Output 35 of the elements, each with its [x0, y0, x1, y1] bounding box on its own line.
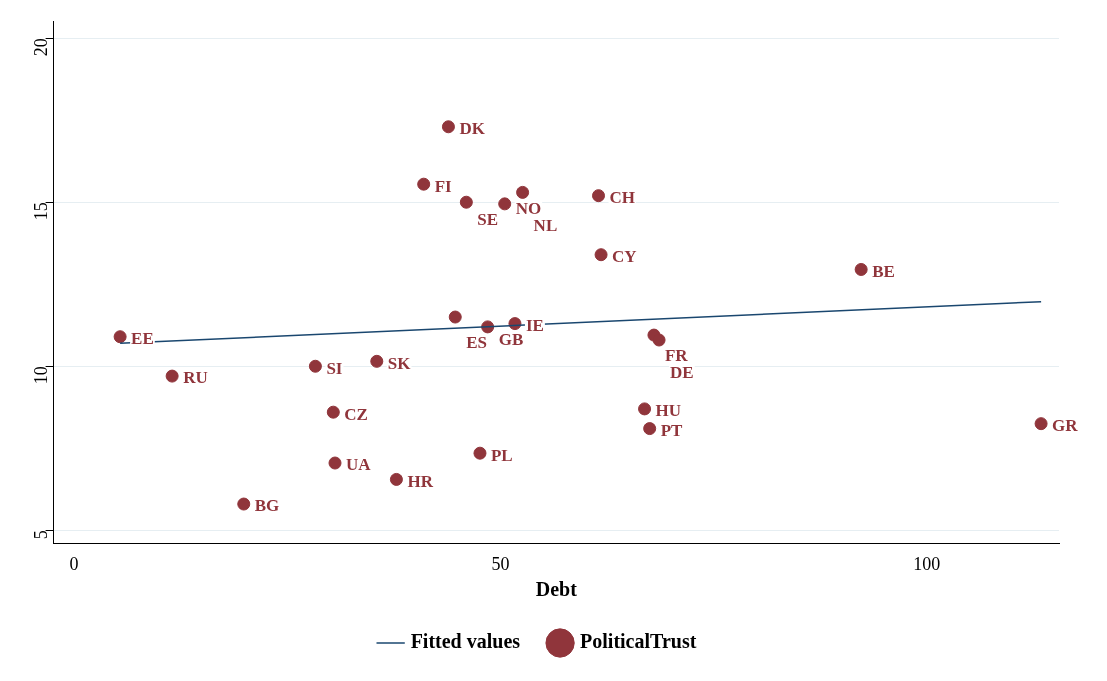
annotation: FR — [664, 346, 689, 366]
annotation: SK — [387, 353, 412, 373]
annotation: BE — [872, 261, 895, 281]
y-tick-label: 15 — [31, 202, 52, 221]
x-tick-label: 100 — [913, 553, 941, 574]
annotation: PL — [490, 445, 513, 465]
annotation: DE — [670, 363, 694, 383]
annotation: DK — [459, 119, 486, 139]
annotation: SI — [326, 358, 343, 378]
annotation: NO — [515, 198, 542, 218]
annotation: SE — [477, 210, 499, 230]
annotation: CZ — [344, 404, 368, 424]
annotation: HU — [655, 401, 682, 421]
annotation: EE — [131, 329, 154, 349]
annotation: HR — [407, 471, 434, 491]
annotation: BG — [254, 496, 280, 516]
y-tick-label: 20 — [31, 38, 52, 57]
annotation: NL — [533, 215, 558, 235]
x-tick-label: 50 — [491, 553, 510, 574]
x-tick-label: 0 — [69, 553, 79, 574]
annotation: CH — [609, 188, 636, 208]
annotation: IE — [525, 316, 544, 335]
y-tick-label: 5 — [31, 530, 52, 540]
annotation: UA — [346, 455, 372, 475]
x-axis-title: Debt — [535, 578, 578, 601]
annotation: ES — [466, 333, 488, 353]
legend-label: PoliticalTrust — [580, 630, 697, 653]
annotation: RU — [183, 368, 208, 388]
annotation: CY — [612, 247, 637, 267]
y-tick-label: 10 — [31, 366, 52, 385]
annotation: PT — [660, 420, 684, 440]
annotation: GB — [498, 330, 524, 349]
legend-label: Fitted values — [410, 630, 521, 653]
annotation: FI — [434, 176, 453, 196]
annotation: GR — [1052, 416, 1079, 436]
